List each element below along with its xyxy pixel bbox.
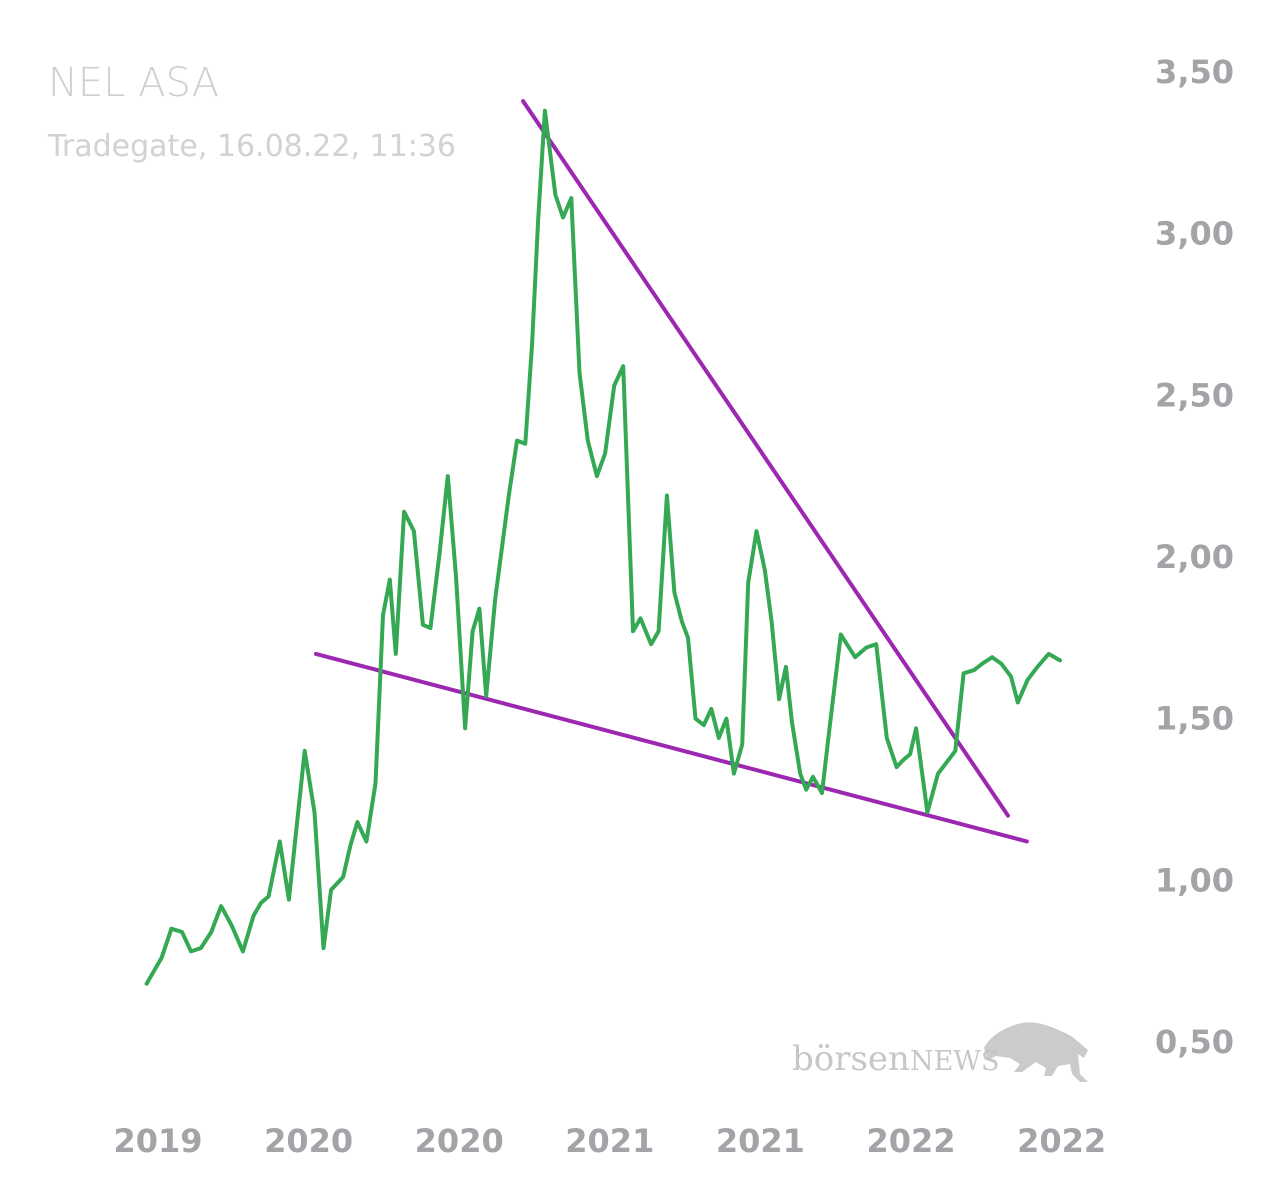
y-tick-label: 2,00 <box>1155 538 1234 576</box>
resistance-trendline <box>521 99 1010 818</box>
x-tick-label: 2021 <box>565 1122 654 1160</box>
y-tick-label: 3,50 <box>1155 53 1234 91</box>
chart-title: NEL ASA <box>48 60 219 106</box>
logo-text: börsenNEWS <box>792 1039 1000 1079</box>
x-tick-label: 2020 <box>264 1122 353 1160</box>
plot-area <box>144 99 1062 986</box>
bull-icon <box>984 1022 1088 1082</box>
price-line <box>144 108 1062 986</box>
x-tick-label: 2022 <box>1017 1122 1106 1160</box>
support-trendline <box>313 651 1029 844</box>
y-axis-ticks: 3,50 3,00 2,50 2,00 1,50 1,00 0,50 <box>1155 53 1234 1061</box>
y-tick-label: 1,50 <box>1155 700 1234 738</box>
logo-text-caps: NEWS <box>910 1046 1000 1077</box>
x-axis-ticks: 2019 2020 2020 2021 2021 2022 2022 <box>113 1122 1106 1160</box>
chart-subtitle: Tradegate, 16.08.22, 11:36 <box>47 129 456 164</box>
x-tick-label: 2021 <box>716 1122 805 1160</box>
y-tick-label: 2,50 <box>1155 376 1234 414</box>
y-tick-label: 1,00 <box>1155 861 1234 899</box>
y-tick-label: 3,00 <box>1155 215 1234 253</box>
x-tick-label: 2019 <box>113 1122 202 1160</box>
borsennews-logo: börsenNEWS <box>792 1022 1088 1082</box>
x-tick-label: 2020 <box>415 1122 504 1160</box>
y-tick-label: 0,50 <box>1155 1023 1234 1061</box>
logo-text-lower: börsen <box>792 1039 910 1079</box>
x-tick-label: 2022 <box>866 1122 955 1160</box>
